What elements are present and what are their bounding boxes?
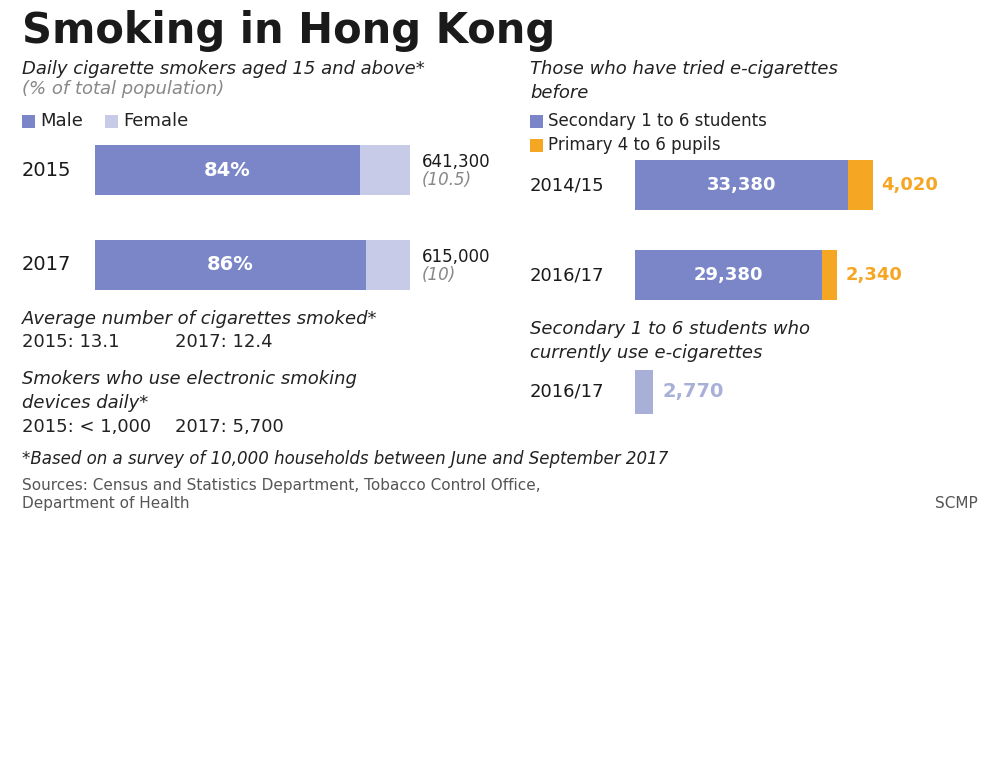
Text: (10): (10): [422, 266, 456, 284]
Bar: [95, 240, 366, 290]
Text: Smoking in Hong Kong: Smoking in Hong Kong: [22, 10, 555, 52]
Bar: [635, 250, 822, 300]
Bar: [22, 115, 35, 128]
Bar: [95, 145, 360, 195]
Text: (10.5): (10.5): [422, 171, 472, 189]
Text: Female: Female: [123, 113, 188, 130]
Bar: [366, 240, 410, 290]
Text: 2014/15: 2014/15: [530, 176, 605, 194]
Text: 4,020: 4,020: [881, 176, 938, 194]
Text: Department of Health: Department of Health: [22, 496, 190, 511]
Text: 2,770: 2,770: [663, 383, 724, 402]
Text: 2015: < 1,000: 2015: < 1,000: [22, 418, 151, 436]
Text: Smokers who use electronic smoking
devices daily*: Smokers who use electronic smoking devic…: [22, 370, 357, 412]
Text: Secondary 1 to 6 students: Secondary 1 to 6 students: [548, 113, 767, 130]
Text: 641,300: 641,300: [422, 153, 491, 171]
Text: 2017: 5,700: 2017: 5,700: [175, 418, 284, 436]
Text: 2016/17: 2016/17: [530, 383, 604, 401]
Text: 84%: 84%: [204, 161, 251, 180]
Text: *Based on a survey of 10,000 households between June and September 2017: *Based on a survey of 10,000 households …: [22, 450, 668, 468]
Text: 2,340: 2,340: [845, 266, 902, 284]
Text: Daily cigarette smokers aged 15 and above*: Daily cigarette smokers aged 15 and abov…: [22, 60, 425, 78]
Text: 33,380: 33,380: [707, 176, 776, 194]
Text: Secondary 1 to 6 students who
currently use e-cigarettes: Secondary 1 to 6 students who currently …: [530, 320, 810, 361]
Text: 86%: 86%: [207, 256, 254, 275]
Text: (% of total population): (% of total population): [22, 80, 224, 98]
Text: 615,000: 615,000: [422, 248, 490, 266]
Text: Sources: Census and Statistics Department, Tobacco Control Office,: Sources: Census and Statistics Departmen…: [22, 478, 541, 493]
Bar: [822, 250, 837, 300]
Text: SCMP: SCMP: [935, 496, 978, 511]
Text: 29,380: 29,380: [694, 266, 763, 284]
Text: 2017: 2017: [22, 256, 71, 275]
Text: 2015: 13.1: 2015: 13.1: [22, 333, 120, 351]
Text: Those who have tried e-cigarettes
before: Those who have tried e-cigarettes before: [530, 60, 838, 102]
Bar: [848, 160, 873, 210]
Text: 2017: 12.4: 2017: 12.4: [175, 333, 273, 351]
Text: Male: Male: [40, 113, 83, 130]
Text: 2016/17: 2016/17: [530, 266, 604, 284]
Text: Average number of cigarettes smoked*: Average number of cigarettes smoked*: [22, 310, 378, 328]
Bar: [635, 370, 653, 414]
Bar: [530, 115, 543, 128]
Bar: [530, 139, 543, 152]
Text: Primary 4 to 6 pupils: Primary 4 to 6 pupils: [548, 136, 721, 154]
Text: 2015: 2015: [22, 161, 72, 180]
Bar: [360, 145, 410, 195]
Bar: [105, 115, 118, 128]
Bar: [635, 160, 848, 210]
